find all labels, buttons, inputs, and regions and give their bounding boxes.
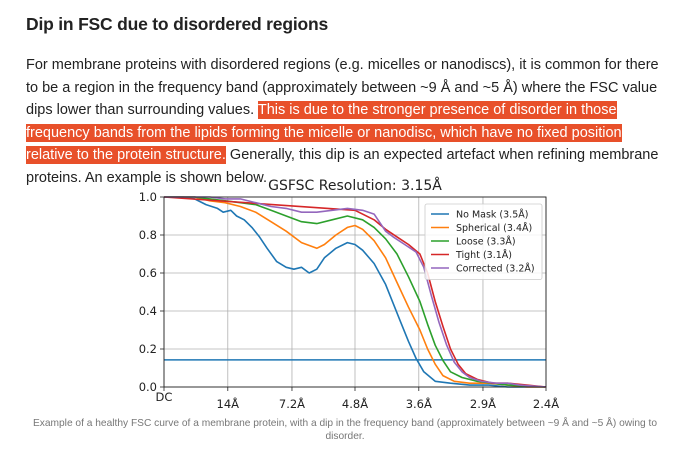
paragraph-text-after: Generally, this dip is an expected artef… [26, 147, 659, 186]
legend-label-4: Corrected (3.2Å) [456, 263, 535, 275]
y-tick-label: 0.0 [139, 380, 157, 394]
legend-label-2: Loose (3.3Å) [456, 236, 516, 248]
figure-caption: Example of a healthy FSC curve of a memb… [32, 418, 658, 442]
y-tick-label: 1.0 [139, 190, 157, 204]
body-paragraph: For membrane proteins with disordered re… [26, 54, 671, 190]
section-heading: Dip in FSC due to disordered regions [26, 14, 328, 34]
fsc-chart: GSFSC Resolution: 3.15Å 0.0 0.2 0.4 0.6 0.8 1.… [139, 177, 560, 411]
y-tick-label: 0.2 [139, 342, 157, 356]
chart-title: GSFSC Resolution: 3.15Å [268, 177, 442, 194]
paragraph-text-before: For membrane proteins with disordered re… [26, 57, 659, 119]
series-line-0 [164, 196, 546, 388]
legend-box [424, 203, 543, 280]
y-tick-label: 0.8 [139, 228, 157, 242]
x-tick-label: 2.9Å [470, 396, 496, 411]
x-tick-label: 4.8Å [342, 396, 368, 411]
x-tick-label: 7.2Å [279, 396, 305, 411]
legend-label-0: No Mask (3.5Å) [456, 209, 528, 221]
plot-frame [163, 196, 547, 388]
series-line-1 [164, 196, 546, 388]
y-tick-label: 0.4 [139, 304, 157, 318]
x-tick-label: DC [156, 390, 173, 404]
x-tick-label: 2.4Å [533, 396, 559, 411]
fsc-chart-figure: GSFSC Resolution: 3.15Å 0.0 0.2 0.4 0.6 0.8 1.… [96, 171, 576, 415]
legend-label-1: Spherical (3.4Å) [456, 222, 532, 234]
legend-label-3: Tight (3.1Å) [455, 249, 512, 261]
y-tick-label: 0.6 [139, 266, 157, 280]
x-tick-label: 3.6Å [406, 396, 432, 411]
series-line-4 [164, 196, 547, 388]
x-tick-label: 14Å [217, 396, 240, 411]
